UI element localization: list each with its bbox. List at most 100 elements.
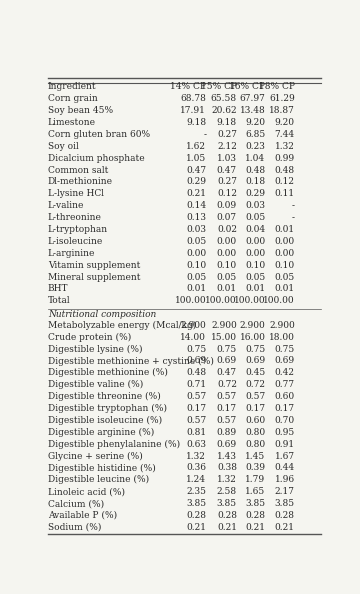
Text: 0.72: 0.72 <box>246 380 265 389</box>
Text: 0.13: 0.13 <box>186 213 206 222</box>
Text: 0.01: 0.01 <box>186 285 206 293</box>
Text: 14.00: 14.00 <box>180 333 206 342</box>
Text: 1.65: 1.65 <box>245 487 265 496</box>
Text: 0.12: 0.12 <box>275 178 295 187</box>
Text: 0.57: 0.57 <box>186 392 206 401</box>
Text: 0.00: 0.00 <box>275 237 295 246</box>
Text: 0.47: 0.47 <box>217 368 237 377</box>
Text: 0.71: 0.71 <box>186 380 206 389</box>
Text: 0.11: 0.11 <box>275 189 295 198</box>
Text: 1.03: 1.03 <box>217 154 237 163</box>
Text: 0.00: 0.00 <box>245 249 265 258</box>
Text: Dicalcium phosphate: Dicalcium phosphate <box>48 154 144 163</box>
Text: 1.24: 1.24 <box>186 475 206 484</box>
Text: L-tryptophan: L-tryptophan <box>48 225 108 234</box>
Text: -: - <box>292 213 295 222</box>
Text: 3.85: 3.85 <box>186 499 206 508</box>
Text: 0.10: 0.10 <box>275 261 295 270</box>
Text: 2.900: 2.900 <box>269 321 295 330</box>
Text: 0.95: 0.95 <box>274 428 295 437</box>
Text: 0.05: 0.05 <box>245 273 265 282</box>
Text: 0.01: 0.01 <box>245 285 265 293</box>
Text: Digestible threonine (%): Digestible threonine (%) <box>48 392 161 401</box>
Text: Metabolyzable energy (Mcal/kg): Metabolyzable energy (Mcal/kg) <box>48 321 196 330</box>
Text: 0.00: 0.00 <box>186 249 206 258</box>
Text: Linoleic acid (%): Linoleic acid (%) <box>48 487 125 496</box>
Text: 0.23: 0.23 <box>246 142 265 151</box>
Text: Mineral supplement: Mineral supplement <box>48 273 140 282</box>
Text: 20.62: 20.62 <box>211 106 237 115</box>
Text: Crude protein (%): Crude protein (%) <box>48 333 131 342</box>
Text: 0.57: 0.57 <box>217 416 237 425</box>
Text: 9.18: 9.18 <box>186 118 206 127</box>
Text: 0.48: 0.48 <box>186 368 206 377</box>
Text: 1.32: 1.32 <box>275 142 295 151</box>
Text: 0.81: 0.81 <box>186 428 206 437</box>
Text: 16% CP: 16% CP <box>229 83 265 91</box>
Text: Digestible isoleucine (%): Digestible isoleucine (%) <box>48 416 162 425</box>
Text: 17.91: 17.91 <box>180 106 206 115</box>
Text: Digestible valine (%): Digestible valine (%) <box>48 380 143 389</box>
Text: 0.21: 0.21 <box>186 189 206 198</box>
Text: 65.58: 65.58 <box>211 94 237 103</box>
Text: 0.05: 0.05 <box>274 273 295 282</box>
Text: 0.91: 0.91 <box>275 440 295 448</box>
Text: 3.85: 3.85 <box>275 499 295 508</box>
Text: 2.58: 2.58 <box>217 487 237 496</box>
Text: 2.900: 2.900 <box>180 321 206 330</box>
Text: 0.00: 0.00 <box>217 249 237 258</box>
Text: 0.28: 0.28 <box>186 511 206 520</box>
Text: 0.05: 0.05 <box>217 273 237 282</box>
Text: 0.57: 0.57 <box>217 392 237 401</box>
Text: 0.03: 0.03 <box>246 201 265 210</box>
Text: 9.20: 9.20 <box>275 118 295 127</box>
Text: Soy bean 45%: Soy bean 45% <box>48 106 113 115</box>
Text: 0.69: 0.69 <box>217 440 237 448</box>
Text: 0.17: 0.17 <box>186 404 206 413</box>
Text: 1.62: 1.62 <box>186 142 206 151</box>
Text: Glycine + serine (%): Glycine + serine (%) <box>48 451 143 461</box>
Text: 1.67: 1.67 <box>275 451 295 460</box>
Text: 100.00: 100.00 <box>175 296 206 305</box>
Text: 0.39: 0.39 <box>246 463 265 472</box>
Text: 0.75: 0.75 <box>217 345 237 353</box>
Text: 0.47: 0.47 <box>186 166 206 175</box>
Text: Corn grain: Corn grain <box>48 94 98 103</box>
Text: 0.17: 0.17 <box>275 404 295 413</box>
Text: 0.69: 0.69 <box>217 356 237 365</box>
Text: 100.00: 100.00 <box>234 296 265 305</box>
Text: 15.00: 15.00 <box>211 333 237 342</box>
Text: Ingredient: Ingredient <box>48 83 96 91</box>
Text: 0.02: 0.02 <box>217 225 237 234</box>
Text: 0.28: 0.28 <box>246 511 265 520</box>
Text: 0.01: 0.01 <box>217 285 237 293</box>
Text: 67.97: 67.97 <box>239 94 265 103</box>
Text: Digestible histidine (%): Digestible histidine (%) <box>48 463 156 473</box>
Text: 1.32: 1.32 <box>217 475 237 484</box>
Text: 0.05: 0.05 <box>186 273 206 282</box>
Text: 9.18: 9.18 <box>217 118 237 127</box>
Text: 0.27: 0.27 <box>217 130 237 139</box>
Text: 3.85: 3.85 <box>217 499 237 508</box>
Text: 1.43: 1.43 <box>217 451 237 460</box>
Text: 0.57: 0.57 <box>245 392 265 401</box>
Text: 0.45: 0.45 <box>245 368 265 377</box>
Text: Digestible lysine (%): Digestible lysine (%) <box>48 345 142 353</box>
Text: 0.01: 0.01 <box>275 285 295 293</box>
Text: 2.900: 2.900 <box>240 321 265 330</box>
Text: 0.00: 0.00 <box>275 249 295 258</box>
Text: 100.00: 100.00 <box>205 296 237 305</box>
Text: 0.63: 0.63 <box>186 440 206 448</box>
Text: Corn gluten bran 60%: Corn gluten bran 60% <box>48 130 150 139</box>
Text: 0.69: 0.69 <box>275 356 295 365</box>
Text: 0.27: 0.27 <box>217 178 237 187</box>
Text: 0.72: 0.72 <box>217 380 237 389</box>
Text: 0.05: 0.05 <box>186 237 206 246</box>
Text: 0.01: 0.01 <box>275 225 295 234</box>
Text: 68.78: 68.78 <box>180 94 206 103</box>
Text: 7.44: 7.44 <box>275 130 295 139</box>
Text: 0.00: 0.00 <box>245 237 265 246</box>
Text: 1.32: 1.32 <box>186 451 206 460</box>
Text: Digestible tryptophan (%): Digestible tryptophan (%) <box>48 404 167 413</box>
Text: 61.29: 61.29 <box>269 94 295 103</box>
